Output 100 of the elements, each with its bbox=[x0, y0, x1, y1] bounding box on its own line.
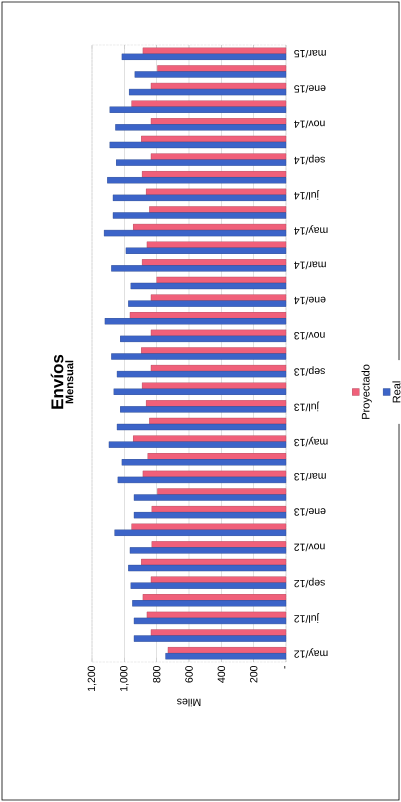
bar bbox=[157, 65, 286, 72]
bar bbox=[168, 646, 286, 654]
bar bbox=[141, 558, 286, 566]
bar bbox=[134, 512, 286, 518]
bar bbox=[114, 388, 286, 395]
bar bbox=[134, 71, 286, 78]
bar bbox=[110, 106, 286, 113]
y-tick-label: ene/15 bbox=[294, 85, 326, 93]
bar bbox=[128, 88, 286, 96]
bar bbox=[149, 418, 286, 424]
bar bbox=[157, 488, 286, 495]
y-tick-label: may/12 bbox=[294, 648, 328, 658]
bar bbox=[146, 242, 286, 248]
bar bbox=[128, 300, 286, 307]
bar bbox=[131, 524, 286, 530]
bar bbox=[130, 547, 286, 554]
bar bbox=[152, 506, 286, 512]
bar bbox=[114, 530, 286, 536]
bar bbox=[149, 206, 286, 213]
bar bbox=[150, 82, 286, 90]
bar bbox=[128, 564, 286, 572]
y-tick-label: jul/12 bbox=[294, 613, 320, 623]
bar bbox=[146, 400, 286, 407]
bar bbox=[142, 594, 286, 601]
bar bbox=[156, 276, 286, 284]
text: Envíos bbox=[50, 354, 64, 409]
bar bbox=[150, 629, 286, 636]
bar bbox=[122, 54, 286, 60]
bar bbox=[111, 265, 286, 272]
bar bbox=[116, 159, 286, 166]
legend-label: Real bbox=[392, 381, 400, 402]
bar bbox=[150, 364, 286, 372]
y-tick-label: mar/14 bbox=[294, 261, 326, 270]
bar bbox=[131, 100, 286, 107]
x-tick-label: 400 bbox=[218, 666, 226, 683]
bar bbox=[115, 124, 286, 131]
bar bbox=[150, 294, 286, 301]
y-tick-label: sep/13 bbox=[294, 366, 326, 376]
bar bbox=[116, 370, 286, 378]
x-tick-label: 1,000 bbox=[120, 666, 129, 692]
bar bbox=[146, 188, 286, 196]
bar bbox=[134, 618, 286, 624]
bar bbox=[130, 282, 286, 290]
y-tick-label: nov/12 bbox=[294, 544, 325, 552]
bar bbox=[142, 470, 286, 478]
bar bbox=[112, 212, 286, 219]
y-tick-label: jul/14 bbox=[294, 190, 320, 200]
bar bbox=[142, 171, 286, 178]
bar bbox=[150, 153, 286, 160]
y-tick-label: may/13 bbox=[294, 436, 328, 447]
y-tick-label: nov/13 bbox=[294, 332, 325, 340]
bar bbox=[142, 48, 286, 54]
bar bbox=[126, 248, 286, 254]
bar bbox=[120, 336, 286, 342]
y-tick-label: ene/14 bbox=[294, 296, 326, 304]
bar bbox=[104, 230, 286, 236]
bar bbox=[132, 600, 286, 607]
bar bbox=[111, 353, 286, 360]
bar bbox=[110, 142, 286, 148]
bar bbox=[107, 177, 286, 184]
bar bbox=[150, 118, 286, 125]
y-tick-label: nov/14 bbox=[294, 120, 325, 128]
bar bbox=[142, 259, 286, 266]
bar bbox=[104, 318, 286, 324]
bar bbox=[133, 435, 286, 442]
y-tick-label: sep/14 bbox=[294, 154, 326, 164]
bar bbox=[141, 136, 286, 142]
bar bbox=[142, 382, 286, 389]
y-tick-label: mar/13 bbox=[294, 473, 326, 481]
x-tick-label: 800 bbox=[152, 666, 160, 683]
bar bbox=[122, 459, 286, 466]
bar bbox=[148, 453, 286, 460]
text: Mensual bbox=[65, 360, 74, 404]
y-tick-label: ene/13 bbox=[294, 508, 326, 516]
bar bbox=[134, 494, 286, 501]
legend-label: Proyectado bbox=[361, 364, 372, 419]
bar bbox=[116, 424, 286, 430]
x-tick-label: 200 bbox=[250, 666, 258, 683]
bar bbox=[133, 224, 286, 230]
x-axis-title: Miles bbox=[177, 698, 200, 706]
bar bbox=[130, 582, 286, 589]
y-tick-label: mar/15 bbox=[294, 50, 326, 58]
bar bbox=[134, 635, 286, 642]
bar bbox=[152, 541, 286, 548]
bar bbox=[108, 441, 286, 448]
bar bbox=[130, 312, 286, 318]
bar bbox=[118, 476, 286, 484]
bar bbox=[141, 347, 286, 354]
bar bbox=[112, 194, 286, 202]
y-tick-label: sep/12 bbox=[294, 578, 326, 588]
x-tick-label: - bbox=[284, 666, 286, 669]
bar bbox=[165, 652, 286, 660]
bar bbox=[146, 612, 286, 618]
x-tick-label: 1,200 bbox=[88, 666, 96, 692]
y-tick-label: may/14 bbox=[294, 225, 328, 235]
bar bbox=[150, 576, 286, 583]
y-tick-label: jul/13 bbox=[294, 401, 320, 412]
bar bbox=[150, 330, 286, 336]
x-tick-label: 600 bbox=[185, 666, 193, 683]
bar bbox=[120, 406, 286, 413]
